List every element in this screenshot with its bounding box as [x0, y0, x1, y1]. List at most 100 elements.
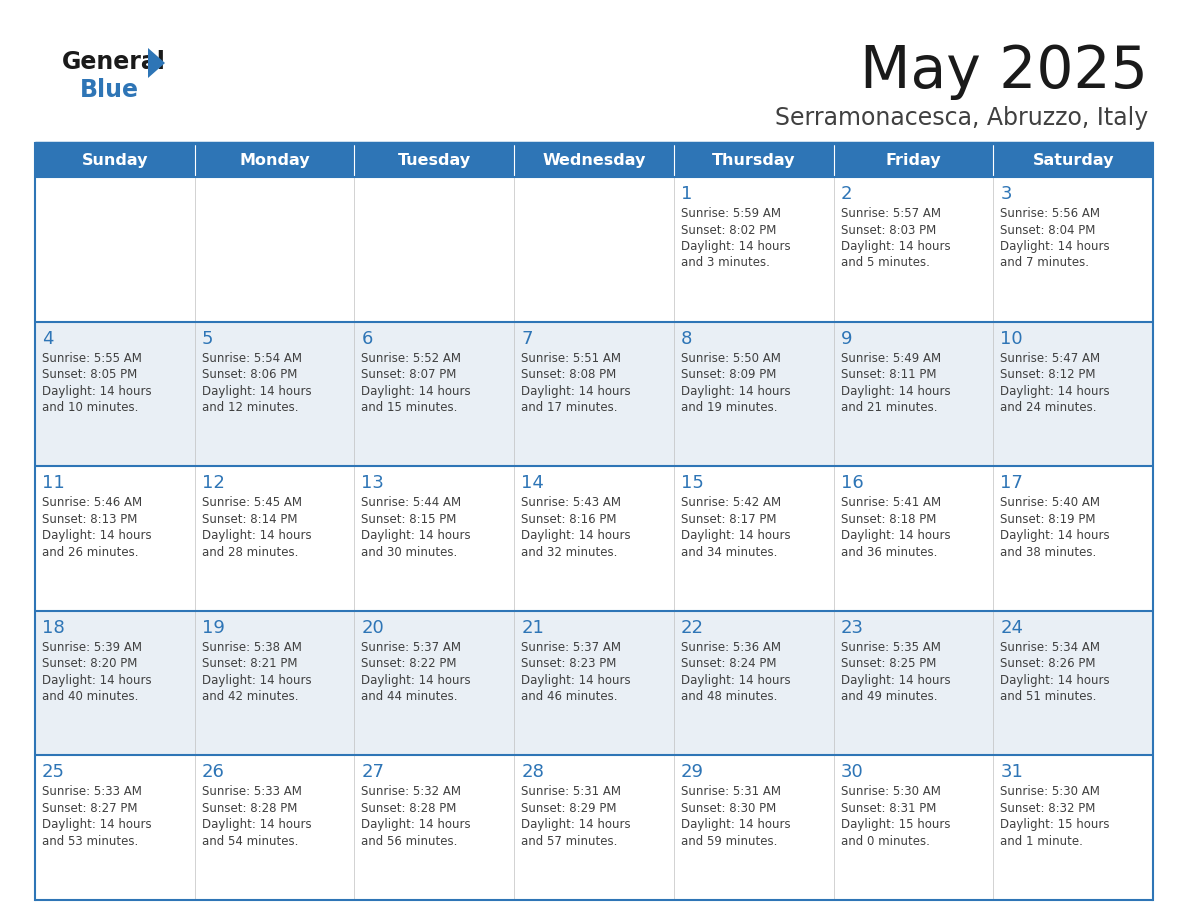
Text: Sunset: 8:09 PM: Sunset: 8:09 PM — [681, 368, 776, 381]
Text: Sunrise: 5:39 AM: Sunrise: 5:39 AM — [42, 641, 143, 654]
Text: Sunset: 8:15 PM: Sunset: 8:15 PM — [361, 512, 457, 526]
Bar — [34, 143, 195, 177]
Text: Sunrise: 5:46 AM: Sunrise: 5:46 AM — [42, 497, 143, 509]
Text: 31: 31 — [1000, 764, 1023, 781]
Text: Sunrise: 5:31 AM: Sunrise: 5:31 AM — [681, 786, 781, 799]
Text: Daylight: 14 hours: Daylight: 14 hours — [42, 819, 152, 832]
Text: Sunset: 8:19 PM: Sunset: 8:19 PM — [1000, 512, 1095, 526]
Text: Sunset: 8:05 PM: Sunset: 8:05 PM — [42, 368, 138, 381]
Text: Sunset: 8:26 PM: Sunset: 8:26 PM — [1000, 657, 1095, 670]
Text: Sunrise: 5:30 AM: Sunrise: 5:30 AM — [1000, 786, 1100, 799]
Text: Sunset: 8:12 PM: Sunset: 8:12 PM — [1000, 368, 1095, 381]
Polygon shape — [148, 48, 165, 78]
Text: Daylight: 14 hours: Daylight: 14 hours — [361, 674, 472, 687]
Text: Sunset: 8:16 PM: Sunset: 8:16 PM — [522, 512, 617, 526]
Text: Daylight: 14 hours: Daylight: 14 hours — [42, 385, 152, 397]
Text: Sunrise: 5:31 AM: Sunrise: 5:31 AM — [522, 786, 621, 799]
Text: Sunset: 8:23 PM: Sunset: 8:23 PM — [522, 657, 617, 670]
Text: Daylight: 14 hours: Daylight: 14 hours — [681, 240, 790, 253]
Text: 13: 13 — [361, 475, 384, 492]
Text: Sunrise: 5:50 AM: Sunrise: 5:50 AM — [681, 352, 781, 364]
Text: 2: 2 — [841, 185, 852, 203]
Text: 4: 4 — [42, 330, 53, 348]
Text: Sunrise: 5:30 AM: Sunrise: 5:30 AM — [841, 786, 941, 799]
Text: Daylight: 14 hours: Daylight: 14 hours — [681, 529, 790, 543]
Text: Sunrise: 5:47 AM: Sunrise: 5:47 AM — [1000, 352, 1100, 364]
Text: 16: 16 — [841, 475, 864, 492]
Text: Monday: Monday — [239, 152, 310, 167]
Text: and 59 minutes.: and 59 minutes. — [681, 834, 777, 848]
Text: Daylight: 14 hours: Daylight: 14 hours — [681, 385, 790, 397]
Text: and 40 minutes.: and 40 minutes. — [42, 690, 138, 703]
Text: 5: 5 — [202, 330, 213, 348]
Text: and 28 minutes.: and 28 minutes. — [202, 545, 298, 559]
Text: and 42 minutes.: and 42 minutes. — [202, 690, 298, 703]
Text: Sunset: 8:20 PM: Sunset: 8:20 PM — [42, 657, 138, 670]
Text: 12: 12 — [202, 475, 225, 492]
Text: and 44 minutes.: and 44 minutes. — [361, 690, 457, 703]
Text: Sunrise: 5:45 AM: Sunrise: 5:45 AM — [202, 497, 302, 509]
Text: Daylight: 14 hours: Daylight: 14 hours — [522, 674, 631, 687]
Text: Sunset: 8:22 PM: Sunset: 8:22 PM — [361, 657, 457, 670]
Text: Sunset: 8:28 PM: Sunset: 8:28 PM — [361, 802, 457, 815]
Text: Sunrise: 5:40 AM: Sunrise: 5:40 AM — [1000, 497, 1100, 509]
Text: Sunrise: 5:37 AM: Sunrise: 5:37 AM — [361, 641, 461, 654]
Text: Thursday: Thursday — [712, 152, 796, 167]
Text: Daylight: 14 hours: Daylight: 14 hours — [841, 240, 950, 253]
Text: Daylight: 15 hours: Daylight: 15 hours — [841, 819, 950, 832]
Text: 27: 27 — [361, 764, 385, 781]
Text: Serramonacesca, Abruzzo, Italy: Serramonacesca, Abruzzo, Italy — [775, 106, 1148, 130]
Text: and 10 minutes.: and 10 minutes. — [42, 401, 138, 414]
Text: and 26 minutes.: and 26 minutes. — [42, 545, 139, 559]
Text: Daylight: 14 hours: Daylight: 14 hours — [1000, 240, 1110, 253]
Text: Daylight: 14 hours: Daylight: 14 hours — [361, 385, 472, 397]
Text: Sunset: 8:06 PM: Sunset: 8:06 PM — [202, 368, 297, 381]
Text: 1: 1 — [681, 185, 693, 203]
Bar — [195, 143, 354, 177]
Text: Sunrise: 5:36 AM: Sunrise: 5:36 AM — [681, 641, 781, 654]
Text: Daylight: 14 hours: Daylight: 14 hours — [361, 819, 472, 832]
Text: and 51 minutes.: and 51 minutes. — [1000, 690, 1097, 703]
Text: and 57 minutes.: and 57 minutes. — [522, 834, 618, 848]
Text: Sunrise: 5:43 AM: Sunrise: 5:43 AM — [522, 497, 621, 509]
Text: Wednesday: Wednesday — [542, 152, 646, 167]
Text: Saturday: Saturday — [1032, 152, 1114, 167]
Text: Sunset: 8:30 PM: Sunset: 8:30 PM — [681, 802, 776, 815]
Text: Blue: Blue — [80, 78, 139, 102]
Text: Sunset: 8:13 PM: Sunset: 8:13 PM — [42, 512, 138, 526]
Text: Daylight: 14 hours: Daylight: 14 hours — [681, 819, 790, 832]
Text: and 48 minutes.: and 48 minutes. — [681, 690, 777, 703]
Text: Sunday: Sunday — [82, 152, 148, 167]
Bar — [993, 143, 1154, 177]
Text: Sunrise: 5:33 AM: Sunrise: 5:33 AM — [42, 786, 141, 799]
Text: 21: 21 — [522, 619, 544, 637]
Text: Daylight: 14 hours: Daylight: 14 hours — [522, 529, 631, 543]
Text: Daylight: 14 hours: Daylight: 14 hours — [522, 385, 631, 397]
Text: Sunrise: 5:44 AM: Sunrise: 5:44 AM — [361, 497, 462, 509]
Text: Sunset: 8:24 PM: Sunset: 8:24 PM — [681, 657, 776, 670]
Text: 19: 19 — [202, 619, 225, 637]
Text: and 49 minutes.: and 49 minutes. — [841, 690, 937, 703]
Text: 6: 6 — [361, 330, 373, 348]
Bar — [514, 143, 674, 177]
Text: and 30 minutes.: and 30 minutes. — [361, 545, 457, 559]
Text: May 2025: May 2025 — [860, 43, 1148, 100]
Text: and 3 minutes.: and 3 minutes. — [681, 256, 770, 270]
Text: and 36 minutes.: and 36 minutes. — [841, 545, 937, 559]
Bar — [354, 143, 514, 177]
Text: and 32 minutes.: and 32 minutes. — [522, 545, 618, 559]
Text: Sunrise: 5:56 AM: Sunrise: 5:56 AM — [1000, 207, 1100, 220]
Text: Sunrise: 5:55 AM: Sunrise: 5:55 AM — [42, 352, 141, 364]
Text: Sunrise: 5:42 AM: Sunrise: 5:42 AM — [681, 497, 781, 509]
Text: and 17 minutes.: and 17 minutes. — [522, 401, 618, 414]
Text: Sunrise: 5:38 AM: Sunrise: 5:38 AM — [202, 641, 302, 654]
Text: and 38 minutes.: and 38 minutes. — [1000, 545, 1097, 559]
Text: Sunrise: 5:37 AM: Sunrise: 5:37 AM — [522, 641, 621, 654]
Text: Sunrise: 5:57 AM: Sunrise: 5:57 AM — [841, 207, 941, 220]
Text: Daylight: 14 hours: Daylight: 14 hours — [361, 529, 472, 543]
Text: Daylight: 14 hours: Daylight: 14 hours — [202, 529, 311, 543]
Text: 11: 11 — [42, 475, 65, 492]
Text: Sunset: 8:11 PM: Sunset: 8:11 PM — [841, 368, 936, 381]
Bar — [34, 321, 1154, 466]
Text: and 12 minutes.: and 12 minutes. — [202, 401, 298, 414]
